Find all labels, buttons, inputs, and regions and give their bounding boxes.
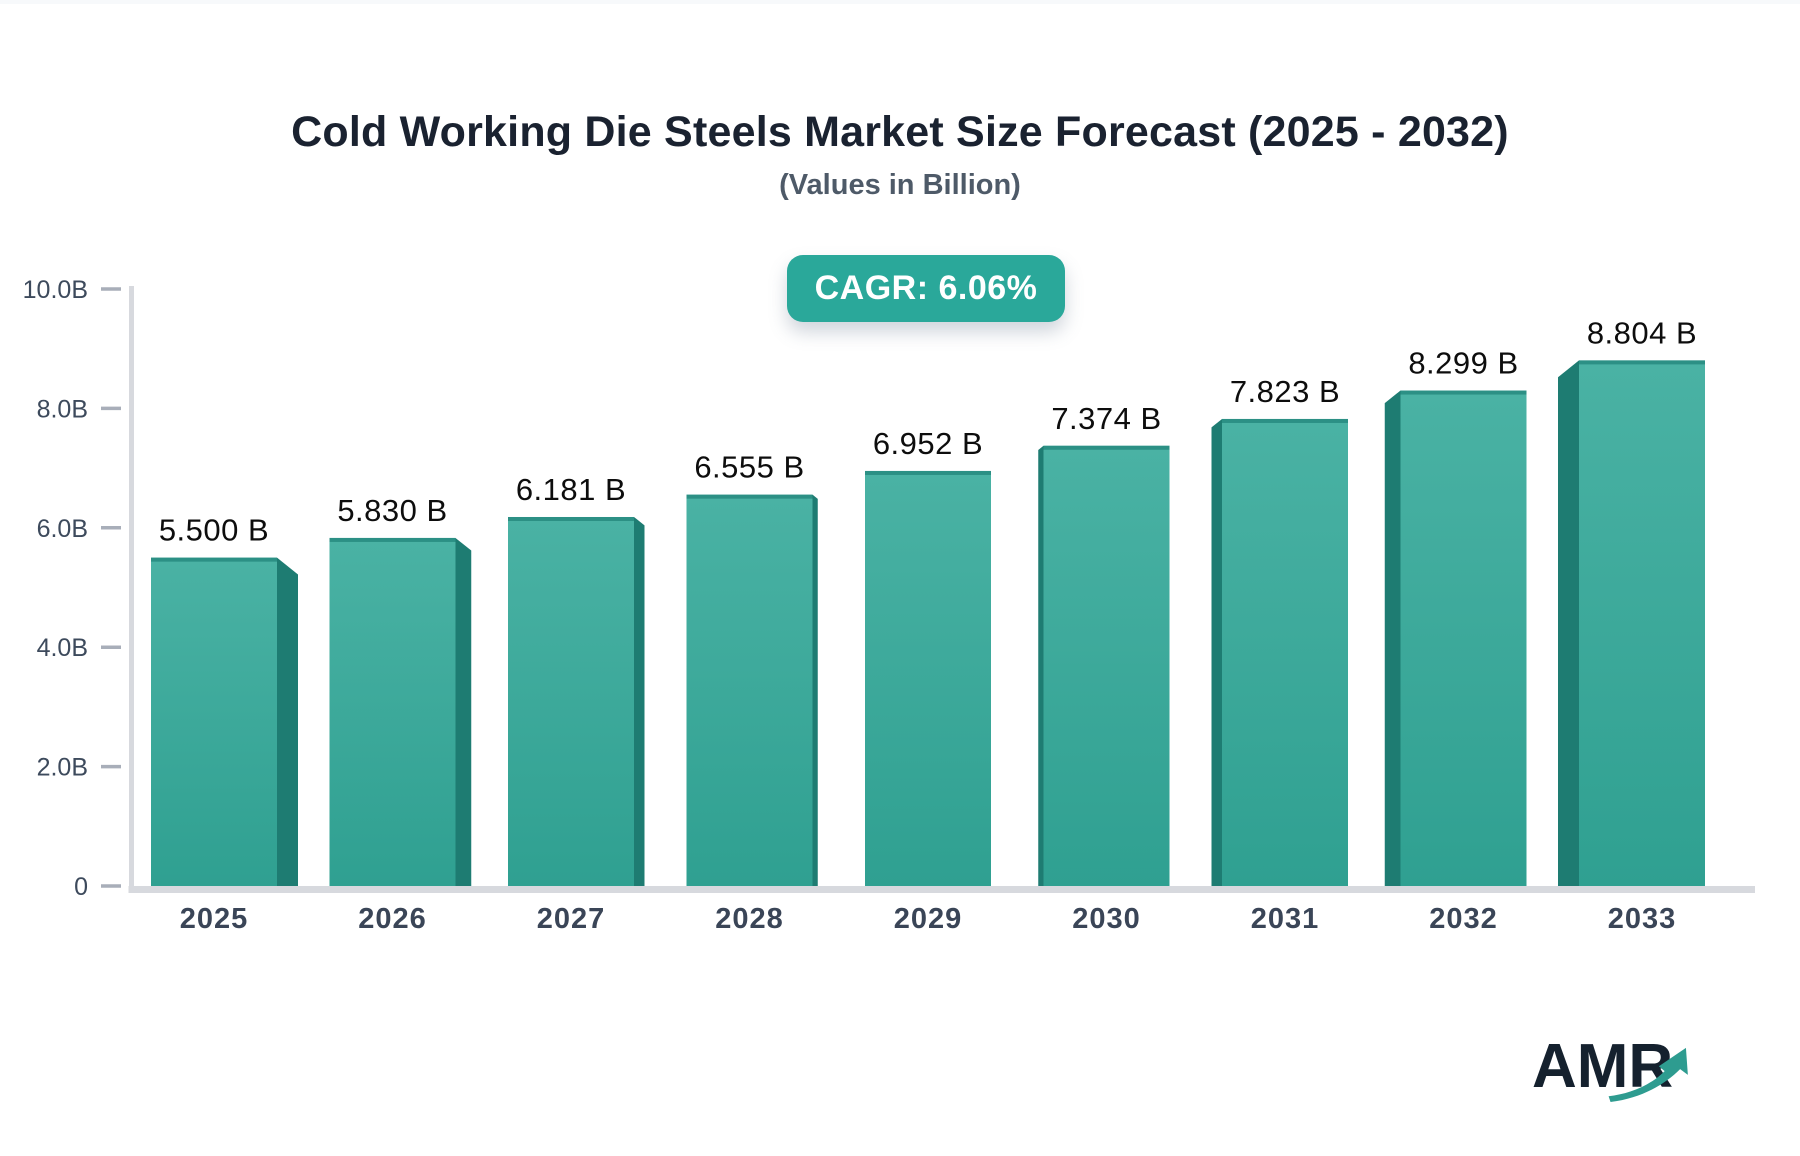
bar-value-label-2027: 6.181 B [516, 472, 626, 507]
y-tick-label: 6.0B [37, 515, 88, 543]
y-tick-label: 0 [74, 873, 88, 901]
bar-value-label-2033: 8.804 B [1587, 315, 1697, 350]
bar-2030 [1043, 445, 1170, 886]
x-tick-label-2030: 2030 [1072, 903, 1141, 935]
bar-group-2028: 6.555 B 2028 [686, 450, 818, 935]
bar-top-edge-2032 [1400, 390, 1527, 395]
bar-2032 [1400, 390, 1527, 886]
cagr-badge-label: CAGR: 6.06% [814, 269, 1038, 307]
bar-value-label-2026: 5.830 B [337, 493, 447, 528]
bar-value-label-2031: 7.823 B [1230, 374, 1340, 409]
bar-top-edge-2026 [329, 537, 456, 542]
bar-value-label-2029: 6.952 B [873, 426, 983, 461]
bar-group-2026: 5.830 B 2026 [329, 493, 472, 935]
page-top-strip [0, 0, 1800, 4]
bar-value-label-2025: 5.500 B [159, 513, 269, 548]
y-tick-label: 4.0B [37, 634, 88, 662]
bar-side-2026 [455, 537, 472, 886]
bar-side-2030 [1038, 445, 1044, 886]
bar-2026 [329, 537, 456, 886]
growth-arrow-icon [1608, 1047, 1688, 1102]
bar-group-2025: 5.500 B 2025 [151, 513, 298, 935]
bar-top-edge-2030 [1043, 445, 1170, 450]
bar-side-2025 [277, 557, 298, 886]
bar-side-2031 [1211, 418, 1222, 886]
y-tick-label: 2.0B [37, 754, 88, 782]
y-tick-label: 8.0B [37, 395, 88, 423]
bar-group-2030: 7.374 B 2030 [1038, 401, 1170, 935]
bar-2028 [686, 494, 813, 886]
bar-top-edge-2028 [686, 494, 813, 499]
bar-top-edge-2031 [1222, 418, 1348, 423]
x-tick-label-2027: 2027 [537, 903, 606, 935]
bar-side-2032 [1384, 390, 1401, 886]
x-tick-label-2026: 2026 [358, 903, 427, 935]
bar-group-2031: 7.823 B 2031 [1211, 374, 1348, 935]
bar-side-2027 [634, 516, 645, 886]
bar-value-label-2030: 7.374 B [1051, 401, 1161, 436]
x-tick-label-2028: 2028 [715, 903, 784, 935]
y-tick-label: 10.0B [23, 276, 88, 304]
bar-side-2033 [1558, 360, 1579, 886]
chart-subtitle: (Values in Billion) [779, 169, 1021, 201]
bar-2033 [1579, 360, 1705, 886]
amr-logo: AMR [1532, 1036, 1722, 1106]
bar-top-edge-2025 [151, 557, 277, 562]
bar-2031 [1222, 418, 1348, 886]
x-tick-label-2025: 2025 [180, 903, 249, 935]
x-tick-label-2031: 2031 [1251, 903, 1320, 935]
bar-value-label-2028: 6.555 B [694, 450, 804, 485]
cagr-badge: CAGR: 6.06% [787, 255, 1065, 322]
bar-side-2028 [812, 494, 818, 886]
bar-2027 [508, 516, 634, 886]
bar-top-edge-2029 [865, 470, 991, 475]
chart-title: Cold Working Die Steels Market Size Fore… [291, 108, 1509, 156]
bar-group-2032: 8.299 B 2032 [1384, 346, 1527, 935]
bar-group-2033: 8.804 B 2033 [1558, 315, 1705, 935]
bar-2025 [151, 557, 277, 886]
bar-value-label-2032: 8.299 B [1408, 346, 1518, 381]
bar-top-edge-2033 [1579, 360, 1705, 365]
bar-group-2027: 6.181 B 2027 [508, 472, 645, 935]
bar-top-edge-2027 [508, 516, 634, 521]
bar-2029 [865, 470, 991, 886]
x-tick-label-2029: 2029 [894, 903, 963, 935]
x-tick-label-2032: 2032 [1429, 903, 1498, 935]
x-tick-label-2033: 2033 [1608, 903, 1677, 935]
bar-group-2029: 6.952 B 2029 [865, 426, 991, 935]
